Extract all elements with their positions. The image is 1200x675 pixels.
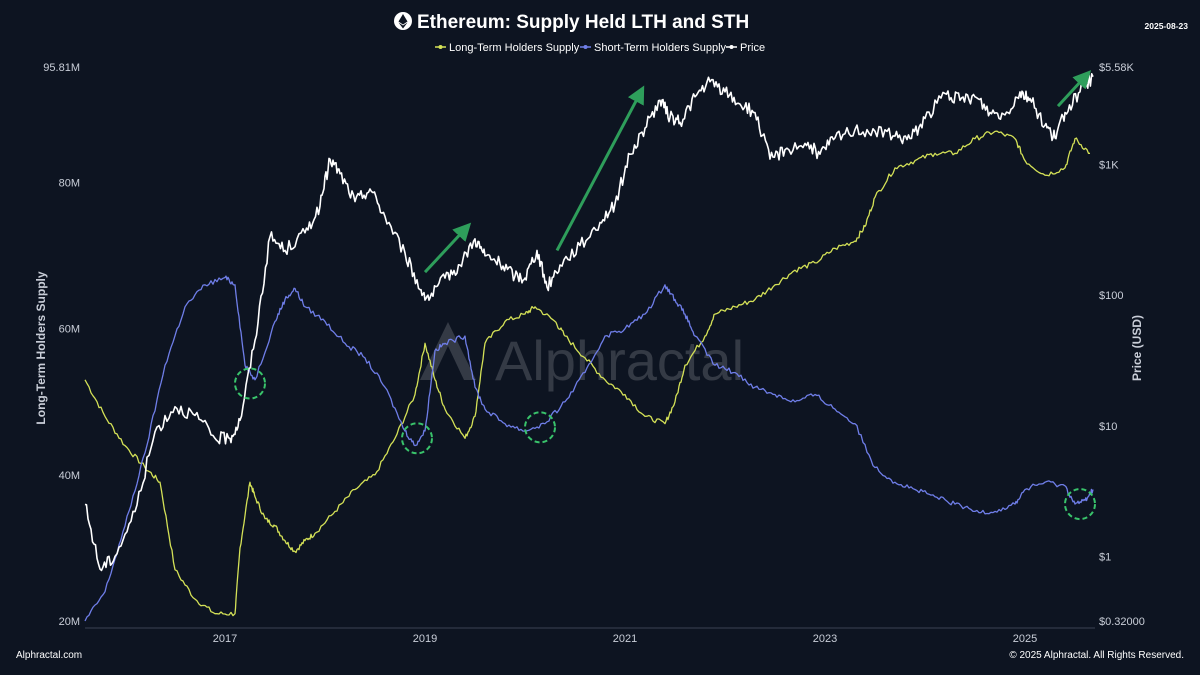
left-tick-label: 80M <box>59 178 80 190</box>
series-group <box>84 73 1094 622</box>
right-tick-label: $1 <box>1099 551 1111 563</box>
right-tick-label: $100 <box>1099 290 1123 302</box>
legend-price-label: Price <box>740 42 765 54</box>
price-line <box>84 73 1094 572</box>
legend-lth-label: Long-Term Holders Supply <box>449 42 580 54</box>
highlight-circle <box>234 367 266 400</box>
right-tick-label: $0.32000 <box>1099 616 1145 628</box>
lth-line <box>84 130 1091 617</box>
sth-line <box>84 275 1094 622</box>
chart-title: Ethereum: Supply Held LTH and STH <box>417 12 749 33</box>
axis-ticks: 20M 40M 60M 80M 95.81M $0.32000 $1 $10 $100 $1K $5… <box>43 62 1145 645</box>
right-tick-label: $1K <box>1099 160 1119 172</box>
highlight-circle <box>1064 488 1096 521</box>
trend-arrow <box>1056 70 1092 108</box>
ethereum-diamond-icon <box>398 14 408 29</box>
left-tick-label: 95.81M <box>43 62 80 74</box>
chart-date: 2025-08-23 <box>1145 21 1189 31</box>
x-tick-label: 2023 <box>813 633 837 645</box>
title-group: Ethereum: Supply Held LTH and STH <box>394 12 749 33</box>
trend-arrow <box>555 85 645 252</box>
footer-right: © 2025 Alphractal. All Rights Reserved. <box>1009 650 1184 661</box>
legend-item-price[interactable]: Price <box>726 42 765 54</box>
left-tick-label: 60M <box>59 324 80 336</box>
highlight-circle <box>524 411 556 444</box>
x-tick-label: 2019 <box>413 633 437 645</box>
legend-item-sth[interactable]: Short-Term Holders Supply <box>580 42 727 54</box>
left-axis-title: Long-Term Holders Supply <box>34 271 48 424</box>
legend-sth-dot-icon <box>583 45 588 49</box>
watermark: Alphractal <box>420 322 744 392</box>
right-axis-title: Price (USD) <box>1130 315 1144 381</box>
x-tick-label: 2025 <box>1013 633 1037 645</box>
highlight-circle <box>401 422 433 455</box>
right-tick-label: $5.58K <box>1099 62 1135 74</box>
left-tick-label: 20M <box>59 616 80 628</box>
right-tick-label: $10 <box>1099 421 1117 433</box>
x-tick-label: 2021 <box>613 633 637 645</box>
trend-arrow <box>423 222 472 274</box>
left-tick-label: 40M <box>59 470 80 482</box>
legend-sth-label: Short-Term Holders Supply <box>594 42 727 54</box>
x-tick-label: 2017 <box>213 633 237 645</box>
legend-price-dot-icon <box>729 45 734 49</box>
annotations-group <box>234 70 1096 521</box>
legend-item-lth[interactable]: Long-Term Holders Supply <box>435 42 580 54</box>
footer-left: Alphractal.com <box>16 650 82 661</box>
watermark-text: Alphractal <box>495 329 744 392</box>
legend-lth-dot-icon <box>438 45 443 49</box>
legend: Long-Term Holders Supply Short-Term Hold… <box>435 42 765 54</box>
